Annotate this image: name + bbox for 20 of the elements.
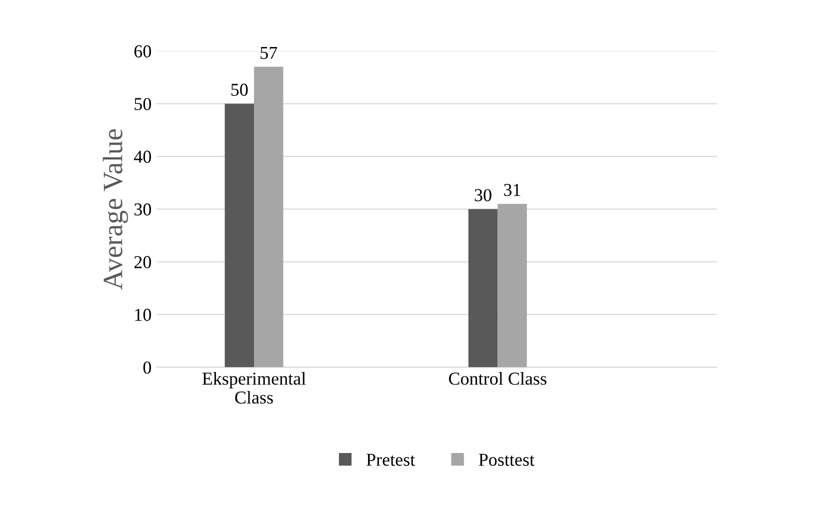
legend-label: Posttest: [478, 454, 534, 466]
bar: [224, 104, 254, 368]
legend-label: Pretest: [366, 454, 416, 466]
x-tick-label: Eksperimental Class: [202, 372, 306, 404]
y-tick-label: 10: [135, 308, 152, 321]
data-label: 30: [474, 189, 492, 202]
x-tick-label: Control Class: [448, 372, 546, 385]
y-tick-label: 20: [134, 256, 152, 268]
y-tick-label: 40: [134, 150, 152, 163]
data-label: 50: [231, 84, 248, 96]
y-tick-label: 50: [134, 98, 152, 110]
y-tick-label: 0: [143, 361, 152, 374]
data-label: 31: [504, 184, 520, 196]
y-tick-label: 30: [134, 203, 152, 216]
bar: [468, 209, 498, 368]
bar: [254, 66, 284, 368]
data-label: 57: [260, 46, 278, 59]
y-axis-title: Average Value: [102, 129, 128, 290]
bar: [498, 204, 527, 368]
y-tick-label: 60: [134, 45, 152, 58]
